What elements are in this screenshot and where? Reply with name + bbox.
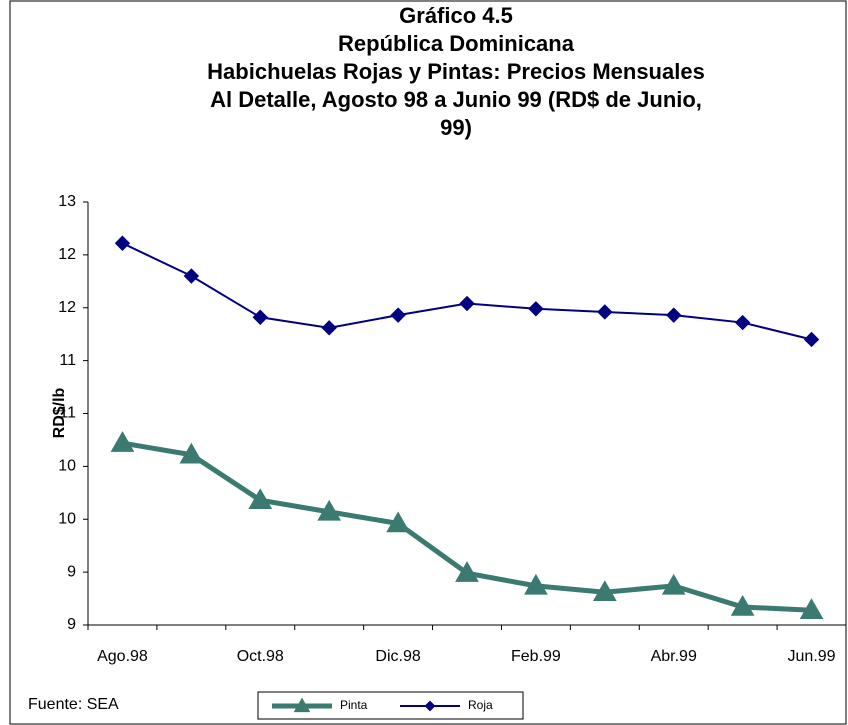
- chart-title: Habichuelas Rojas y Pintas: Precios Mens…: [207, 59, 705, 84]
- y-tick-label: 9: [67, 563, 76, 580]
- data-point: [597, 304, 613, 320]
- data-point: [734, 314, 751, 331]
- x-tick-label: Oct.98: [237, 648, 284, 665]
- data-point: [528, 301, 544, 317]
- data-point: [390, 307, 406, 323]
- y-tick-label: 12: [58, 299, 76, 316]
- legend-marker: [293, 697, 311, 713]
- source: Fuente: SEA: [28, 696, 119, 713]
- legend-marker: [424, 700, 436, 712]
- data-point: [321, 320, 337, 336]
- data-point: [248, 488, 273, 509]
- y-tick-label: 11: [59, 405, 76, 422]
- data-point: [459, 295, 475, 312]
- x-tick-label: Jun.99: [788, 648, 836, 665]
- data-point: [386, 511, 410, 533]
- x-tick-label: Dic.98: [375, 648, 420, 665]
- y-tick-label: 11: [59, 352, 76, 369]
- x-tick-label: Feb.99: [511, 648, 561, 665]
- x-tick-label: Ago.98: [97, 648, 148, 665]
- data-point: [317, 499, 342, 521]
- chart-border: [9, 0, 847, 725]
- legend-label: Roja: [468, 698, 493, 712]
- y-axis-label: RD$/lb: [51, 387, 68, 438]
- data-point: [666, 307, 682, 323]
- data-point: [455, 561, 479, 582]
- data-point: [110, 431, 135, 452]
- chart-title: Al Detalle, Agosto 98 a Junio 99 (RD$ de…: [210, 87, 702, 112]
- data-point: [179, 442, 204, 464]
- y-tick-label: 10: [58, 458, 76, 475]
- data-point: [592, 580, 617, 601]
- data-point: [114, 235, 131, 251]
- data-point: [799, 598, 824, 619]
- data-point: [661, 573, 686, 595]
- y-tick-label: 10: [58, 510, 76, 527]
- chart-title: Gráfico 4.5: [399, 3, 513, 28]
- chart-title: 99): [440, 115, 472, 140]
- data-point: [524, 573, 548, 595]
- y-tick-label: 13: [58, 193, 76, 210]
- data-point: [803, 331, 820, 348]
- data-point: [252, 309, 268, 325]
- y-tick-label: 12: [58, 246, 76, 263]
- data-point: [730, 595, 755, 616]
- chart-title: República Dominicana: [338, 31, 575, 56]
- data-point: [183, 268, 200, 284]
- y-tick-label: 9: [67, 616, 76, 633]
- x-tick-label: Abr.99: [651, 648, 697, 665]
- legend-label: Pinta: [340, 698, 368, 712]
